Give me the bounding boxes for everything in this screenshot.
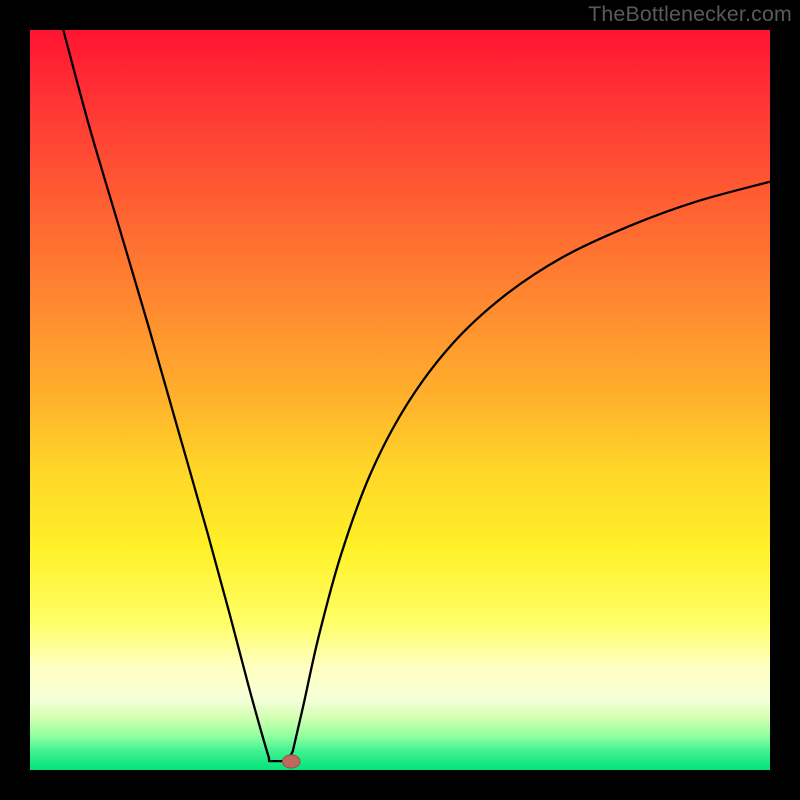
chart-container: TheBottlenecker.com (0, 0, 800, 800)
watermark-text: TheBottlenecker.com (588, 2, 792, 27)
minimum-marker (282, 755, 300, 768)
plot-area (30, 30, 770, 770)
bottleneck-chart (0, 0, 800, 800)
